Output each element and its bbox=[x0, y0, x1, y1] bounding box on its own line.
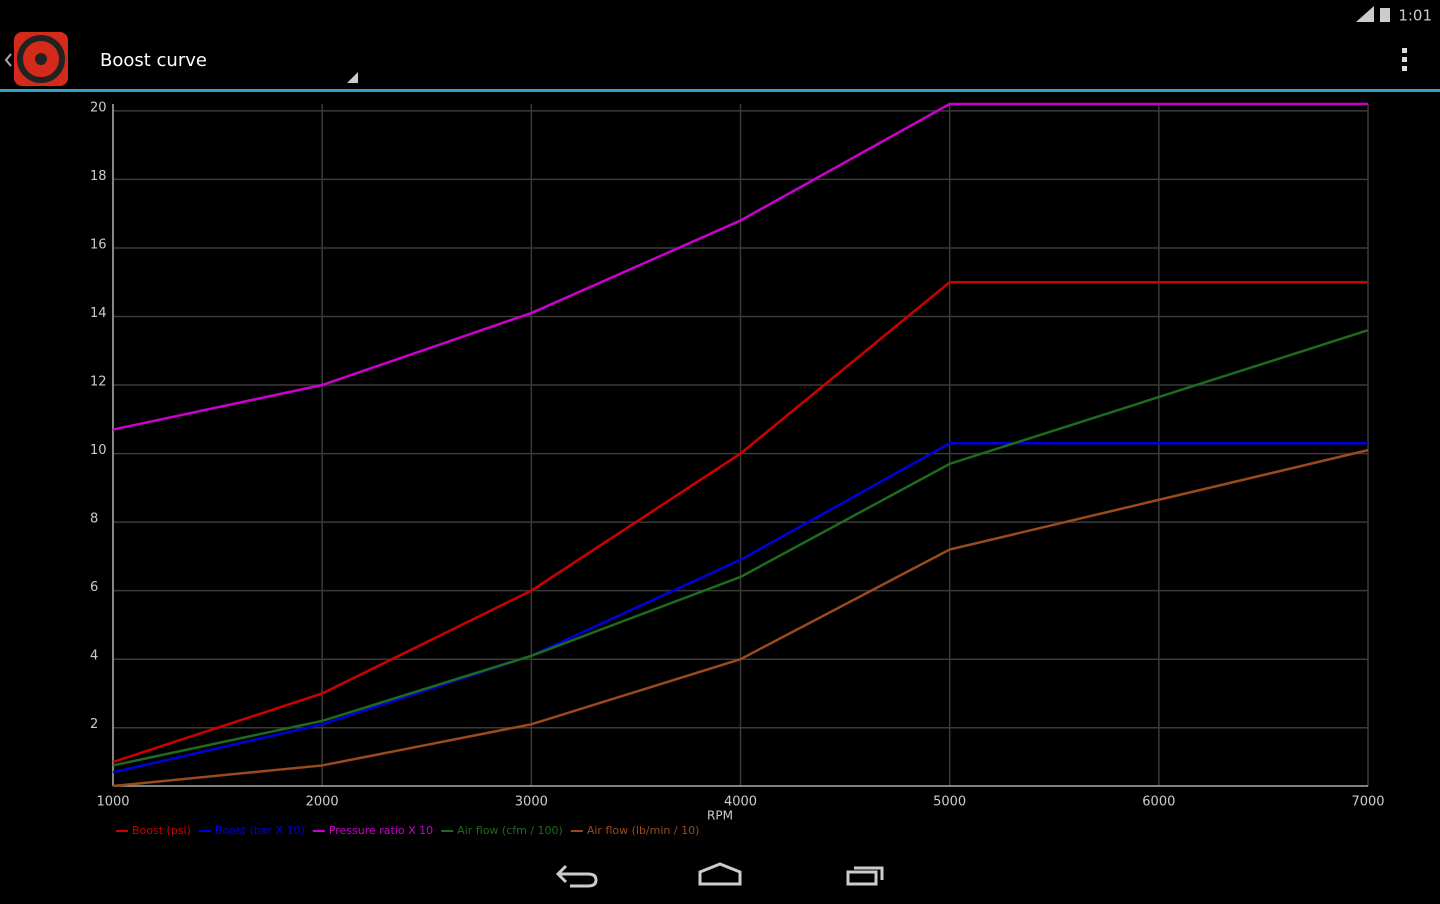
series-line bbox=[112, 102, 1368, 431]
x-tick-label: 6000 bbox=[1142, 795, 1175, 810]
legend-label: Boost (bar X 10) bbox=[215, 824, 305, 837]
series-line bbox=[112, 329, 1369, 767]
y-tick-label: 2 bbox=[90, 717, 98, 732]
series-line bbox=[112, 442, 1368, 774]
series-line bbox=[112, 280, 1368, 764]
battery-icon bbox=[1380, 8, 1390, 22]
x-tick-label: 5000 bbox=[933, 795, 966, 810]
x-tick-label: 7000 bbox=[1351, 795, 1384, 810]
app-title[interactable]: Boost curve bbox=[100, 50, 207, 71]
y-tick-label: 16 bbox=[90, 237, 107, 252]
y-tick-label: 10 bbox=[90, 443, 107, 458]
legend-label: Air flow (lb/min / 10) bbox=[587, 824, 700, 837]
app-bar-divider bbox=[0, 89, 1440, 92]
series-line bbox=[112, 448, 1369, 788]
app-icon[interactable] bbox=[14, 32, 68, 86]
nav-home[interactable] bbox=[698, 862, 742, 886]
up-caret bbox=[4, 53, 12, 67]
y-tick-label: 4 bbox=[90, 649, 98, 664]
y-tick-label: 18 bbox=[90, 169, 107, 184]
signal-icon bbox=[1356, 6, 1374, 22]
x-tick-label: 4000 bbox=[724, 795, 757, 810]
x-axis-label: RPM bbox=[707, 809, 733, 823]
legend-label: Boost (psi) bbox=[132, 824, 191, 837]
spinner-caret bbox=[347, 72, 358, 83]
y-tick-label: 20 bbox=[90, 100, 107, 115]
x-tick-label: 1000 bbox=[96, 795, 129, 810]
legend-label: Air flow (cfm / 100) bbox=[457, 824, 563, 837]
nav-back[interactable] bbox=[555, 864, 598, 888]
y-tick-label: 8 bbox=[90, 512, 98, 527]
y-tick-label: 14 bbox=[90, 306, 107, 321]
y-tick-label: 12 bbox=[90, 375, 107, 390]
overflow-menu[interactable] bbox=[1402, 48, 1407, 71]
legend-label: Pressure ratio X 10 bbox=[329, 824, 433, 837]
x-tick-label: 3000 bbox=[515, 795, 548, 810]
x-tick-label: 2000 bbox=[306, 795, 339, 810]
chart: 2 4 6 8 10 12 14 16 18 20 1000 2000 3000 4000 5000 6000… bbox=[90, 100, 1385, 837]
nav-recents[interactable] bbox=[846, 866, 884, 886]
status-time: 1:01 bbox=[1398, 7, 1432, 25]
y-tick-label: 6 bbox=[90, 580, 98, 595]
